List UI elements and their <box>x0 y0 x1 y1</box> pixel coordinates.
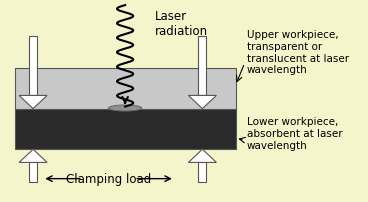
Polygon shape <box>188 149 216 163</box>
Ellipse shape <box>109 105 142 112</box>
Text: Clamping load: Clamping load <box>66 172 151 185</box>
Text: Upper workpiece,
transparent or
translucent at laser
wavelength: Upper workpiece, transparent or transluc… <box>247 30 349 75</box>
Bar <box>15 109 236 149</box>
Bar <box>29 36 37 96</box>
Text: Lower workpiece,
absorbent at laser
wavelength: Lower workpiece, absorbent at laser wave… <box>247 117 342 150</box>
Bar <box>198 36 206 96</box>
Polygon shape <box>188 96 216 109</box>
Bar <box>15 69 236 109</box>
Text: Laser
radiation: Laser radiation <box>155 10 208 38</box>
Polygon shape <box>19 96 47 109</box>
Bar <box>198 163 206 182</box>
Polygon shape <box>19 149 47 163</box>
Bar <box>29 163 37 182</box>
